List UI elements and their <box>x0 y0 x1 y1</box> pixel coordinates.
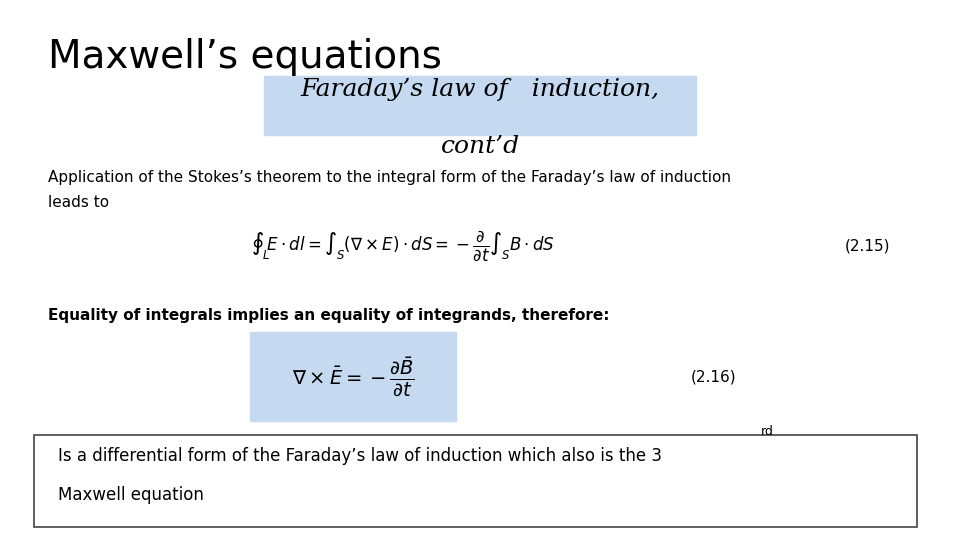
FancyBboxPatch shape <box>264 76 696 135</box>
Text: $\nabla \times \bar{E} = -\dfrac{\partial \bar{B}}{\partial t}$: $\nabla \times \bar{E} = -\dfrac{\partia… <box>292 356 415 398</box>
Text: Maxwell’s equations: Maxwell’s equations <box>48 38 442 76</box>
Text: rd: rd <box>761 426 774 438</box>
Text: (2.16): (2.16) <box>691 369 737 384</box>
Text: (2.15): (2.15) <box>845 238 890 253</box>
Text: Equality of integrals implies an equality of integrands, therefore:: Equality of integrals implies an equalit… <box>48 308 610 323</box>
Text: $\oint_L \! E \cdot dl = \int_S (\nabla \times E) \cdot dS = -\dfrac{\partial}{\: $\oint_L \! E \cdot dl = \int_S (\nabla … <box>252 228 555 263</box>
Text: cont’d: cont’d <box>441 135 519 158</box>
FancyBboxPatch shape <box>250 332 456 421</box>
Text: Faraday’s law of   induction,: Faraday’s law of induction, <box>300 78 660 102</box>
Text: Is a differential form of the Faraday’s law of induction which also is the 3: Is a differential form of the Faraday’s … <box>58 447 661 465</box>
Text: leads to: leads to <box>48 195 109 211</box>
FancyBboxPatch shape <box>34 435 917 526</box>
Text: Application of the Stokes’s theorem to the integral form of the Faraday’s law of: Application of the Stokes’s theorem to t… <box>48 170 731 185</box>
Text: Maxwell equation: Maxwell equation <box>58 486 204 504</box>
